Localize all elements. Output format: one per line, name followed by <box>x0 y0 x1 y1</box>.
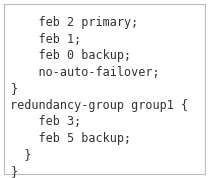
Text: feb 2 primary;: feb 2 primary; <box>10 16 139 29</box>
Text: redundancy-group group1 {: redundancy-group group1 { <box>10 99 189 112</box>
Text: }: } <box>10 82 18 95</box>
Text: feb 3;: feb 3; <box>10 115 82 128</box>
Text: }: } <box>10 165 18 178</box>
Text: feb 1;: feb 1; <box>10 33 82 46</box>
Text: no-auto-failover;: no-auto-failover; <box>10 66 160 79</box>
Text: }: } <box>10 148 32 161</box>
Text: feb 0 backup;: feb 0 backup; <box>10 49 132 62</box>
Text: feb 5 backup;: feb 5 backup; <box>10 132 132 145</box>
